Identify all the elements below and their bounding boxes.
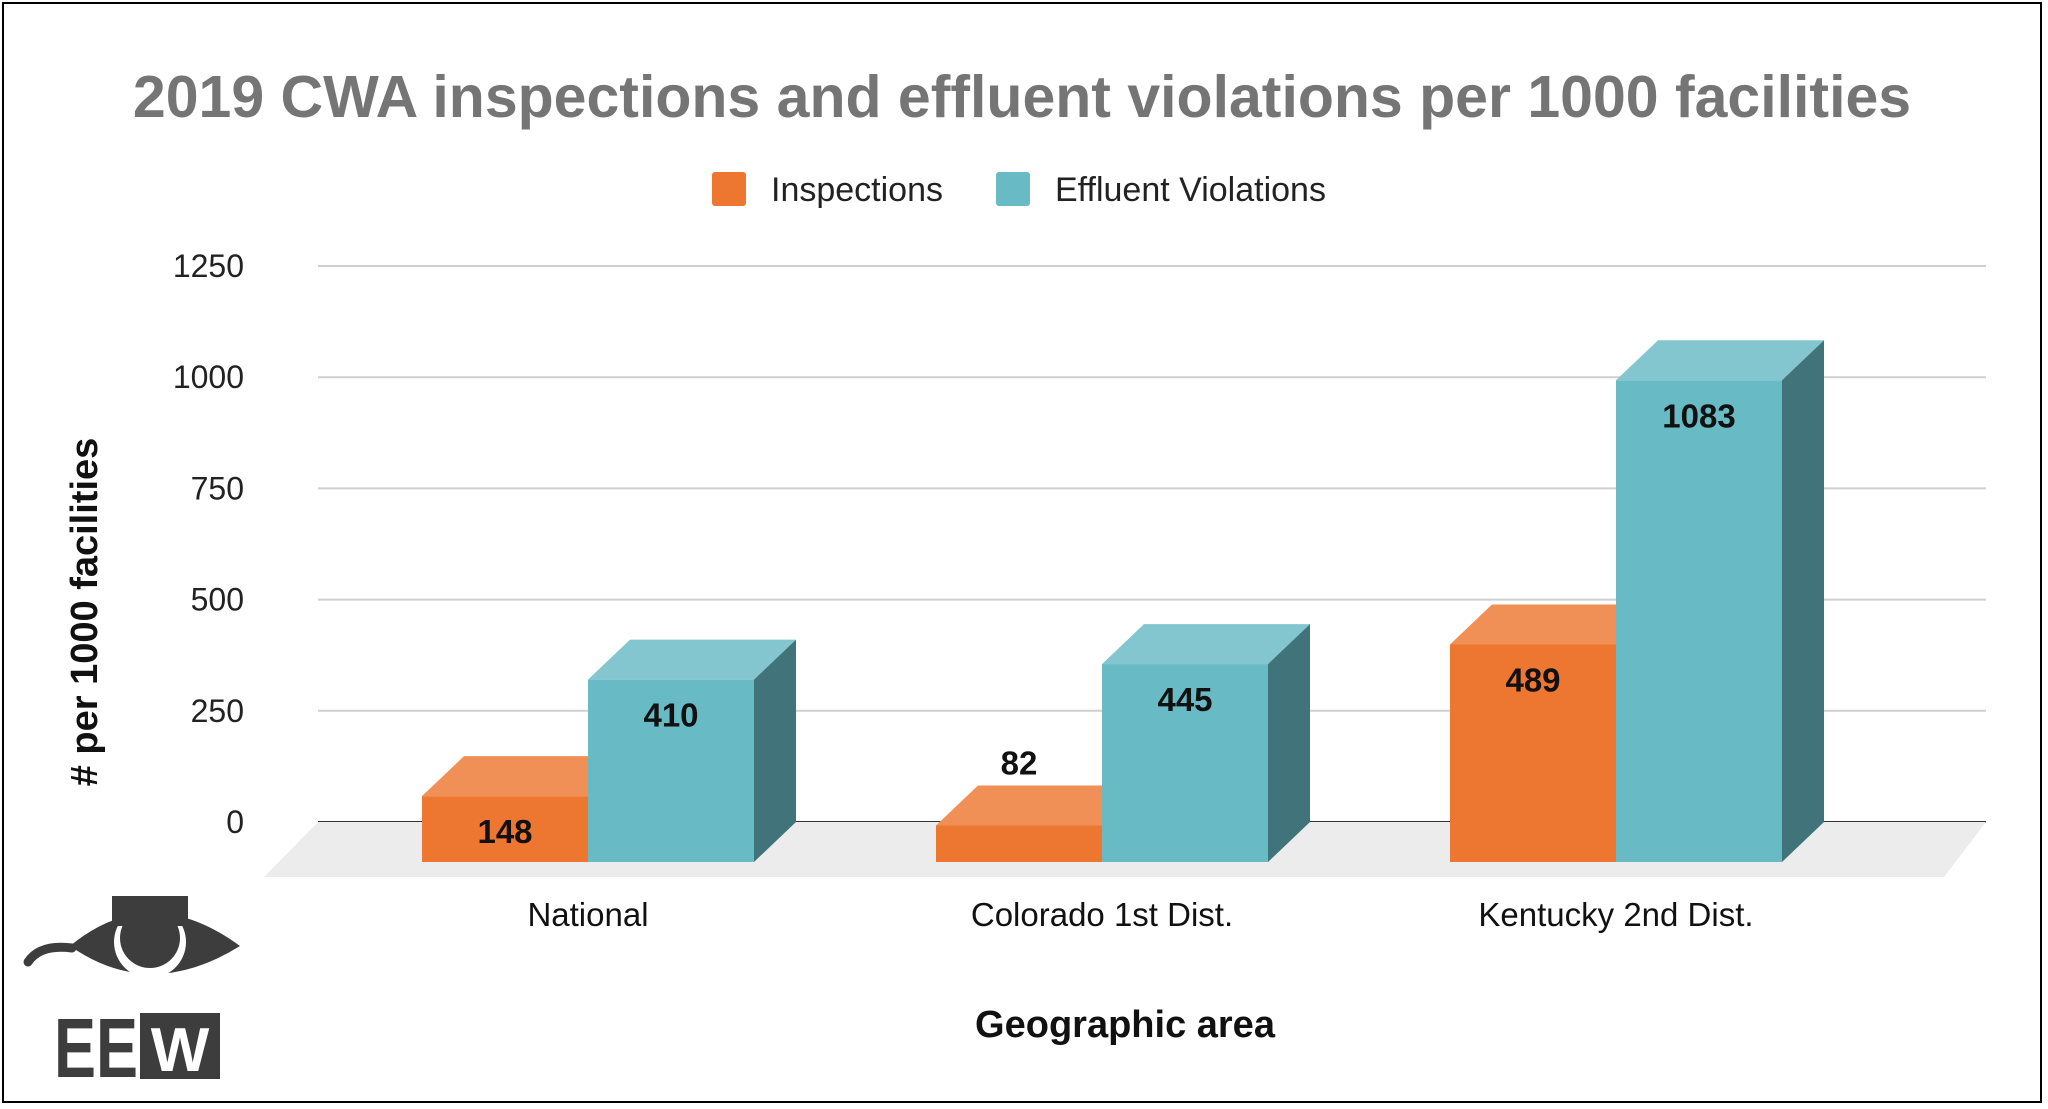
data-label: 148 — [477, 813, 532, 850]
bar-effluent-violations — [588, 639, 796, 862]
x-category-label: Kentucky 2nd Dist. — [1478, 896, 1753, 933]
bar-top-face — [1102, 624, 1310, 665]
data-label: 82 — [1001, 745, 1038, 782]
bar-front-face — [1102, 664, 1268, 862]
bar-side-face — [754, 639, 796, 862]
bar-top-face — [1450, 604, 1658, 645]
bar-side-face — [1268, 624, 1310, 862]
y-tick-label: 250 — [191, 693, 244, 729]
bar-effluent-violations — [1102, 624, 1310, 862]
legend-item: Inspections — [712, 171, 943, 209]
y-tick-label: 750 — [191, 470, 244, 506]
legend-label: Effluent Violations — [1055, 171, 1326, 209]
logo: EE W — [23, 896, 240, 1095]
bar-front-face — [1616, 380, 1782, 862]
y-tick-label: 1000 — [173, 359, 244, 395]
logo-box — [140, 1013, 220, 1079]
y-tick-label: 500 — [191, 582, 244, 618]
bar-top-face — [422, 756, 630, 797]
bars — [422, 340, 1824, 862]
logo-text-ee: EE — [54, 1001, 138, 1095]
x-axis-title: Geographic area — [975, 1004, 1276, 1046]
y-axis-ticks: 0 250 500 750 1000 1250 — [173, 248, 244, 840]
data-labels: 148 410 82 445 489 1083 — [477, 397, 1735, 850]
x-axis-categories: National Colorado 1st Dist. Kentucky 2nd D… — [527, 896, 1753, 933]
y-tick-label: 0 — [226, 804, 244, 840]
logo-text-w: W — [151, 1016, 210, 1085]
x-category-label: Colorado 1st Dist. — [971, 896, 1233, 933]
bar-front-face — [936, 825, 1102, 862]
legend-item: Effluent Violations — [996, 171, 1326, 209]
bar-top-face — [1616, 340, 1824, 381]
legend-swatch — [996, 172, 1030, 206]
bar-front-face — [588, 679, 754, 862]
data-label: 410 — [643, 697, 698, 734]
data-label: 489 — [1505, 661, 1560, 698]
x-category-label: National — [527, 896, 648, 933]
data-label: 1083 — [1662, 397, 1735, 434]
legend-label: Inspections — [771, 171, 943, 209]
bar-effluent-violations — [1616, 340, 1824, 862]
chart-title: 2019 CWA inspections and effluent violat… — [133, 64, 1911, 130]
bar-front-face — [1450, 644, 1616, 862]
data-label: 445 — [1157, 681, 1212, 718]
legend-swatch — [712, 172, 746, 206]
y-tick-label: 1250 — [173, 248, 244, 284]
bar-side-face — [1782, 340, 1824, 862]
bar-top-face — [936, 785, 1144, 826]
bar-top-face — [588, 639, 796, 680]
legend: Inspections Effluent Violations — [712, 171, 1326, 209]
bar-front-face — [422, 796, 588, 862]
y-axis-title: # per 1000 facilities — [64, 438, 106, 787]
eye-icon — [23, 896, 240, 978]
